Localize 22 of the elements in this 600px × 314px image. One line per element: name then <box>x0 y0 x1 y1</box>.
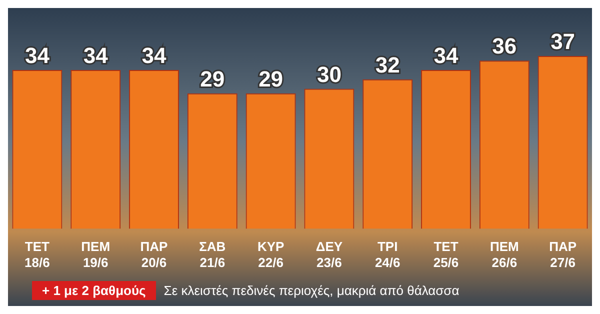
data-label: 34 <box>434 43 459 68</box>
x-tick-label: ΚΥΡ 22/6 <box>257 239 284 270</box>
data-label: 30 <box>316 62 342 87</box>
x-tick-label: ΣΑΒ 21/6 <box>199 239 226 270</box>
x-tick-label: ΤΕΤ 18/6 <box>24 239 50 270</box>
text: + 1 με 2 βαθμούς <box>32 280 156 300</box>
data-label: 37 <box>550 29 576 54</box>
x-tick-label: ΠΑΡ 27/6 <box>549 239 577 270</box>
x-tick-label: ΔΕΥ 23/6 <box>316 239 343 270</box>
data-label: 32 <box>375 52 400 78</box>
x-tick-label: ΠΕΜ 19/6 <box>81 239 110 270</box>
x-tick-label: ΤΡΙ 24/6 <box>374 239 400 270</box>
x-tick-label: ΤΕΤ 25/6 <box>433 239 459 270</box>
x-tick-label: ΠΑΡ 20/6 <box>140 239 168 270</box>
data-label: 34 <box>83 43 109 68</box>
data-label: 34 <box>24 43 50 68</box>
x-tick-label: ΠΕΜ 26/6 <box>490 239 519 270</box>
data-label: 34 <box>142 43 167 68</box>
data-label: 29 <box>200 66 225 92</box>
text: Σε κλειστές πεδινές περιοχές, μακριά από θάλασσα <box>164 282 460 298</box>
data-label: 36 <box>492 34 517 59</box>
data-label: 29 <box>258 66 284 92</box>
